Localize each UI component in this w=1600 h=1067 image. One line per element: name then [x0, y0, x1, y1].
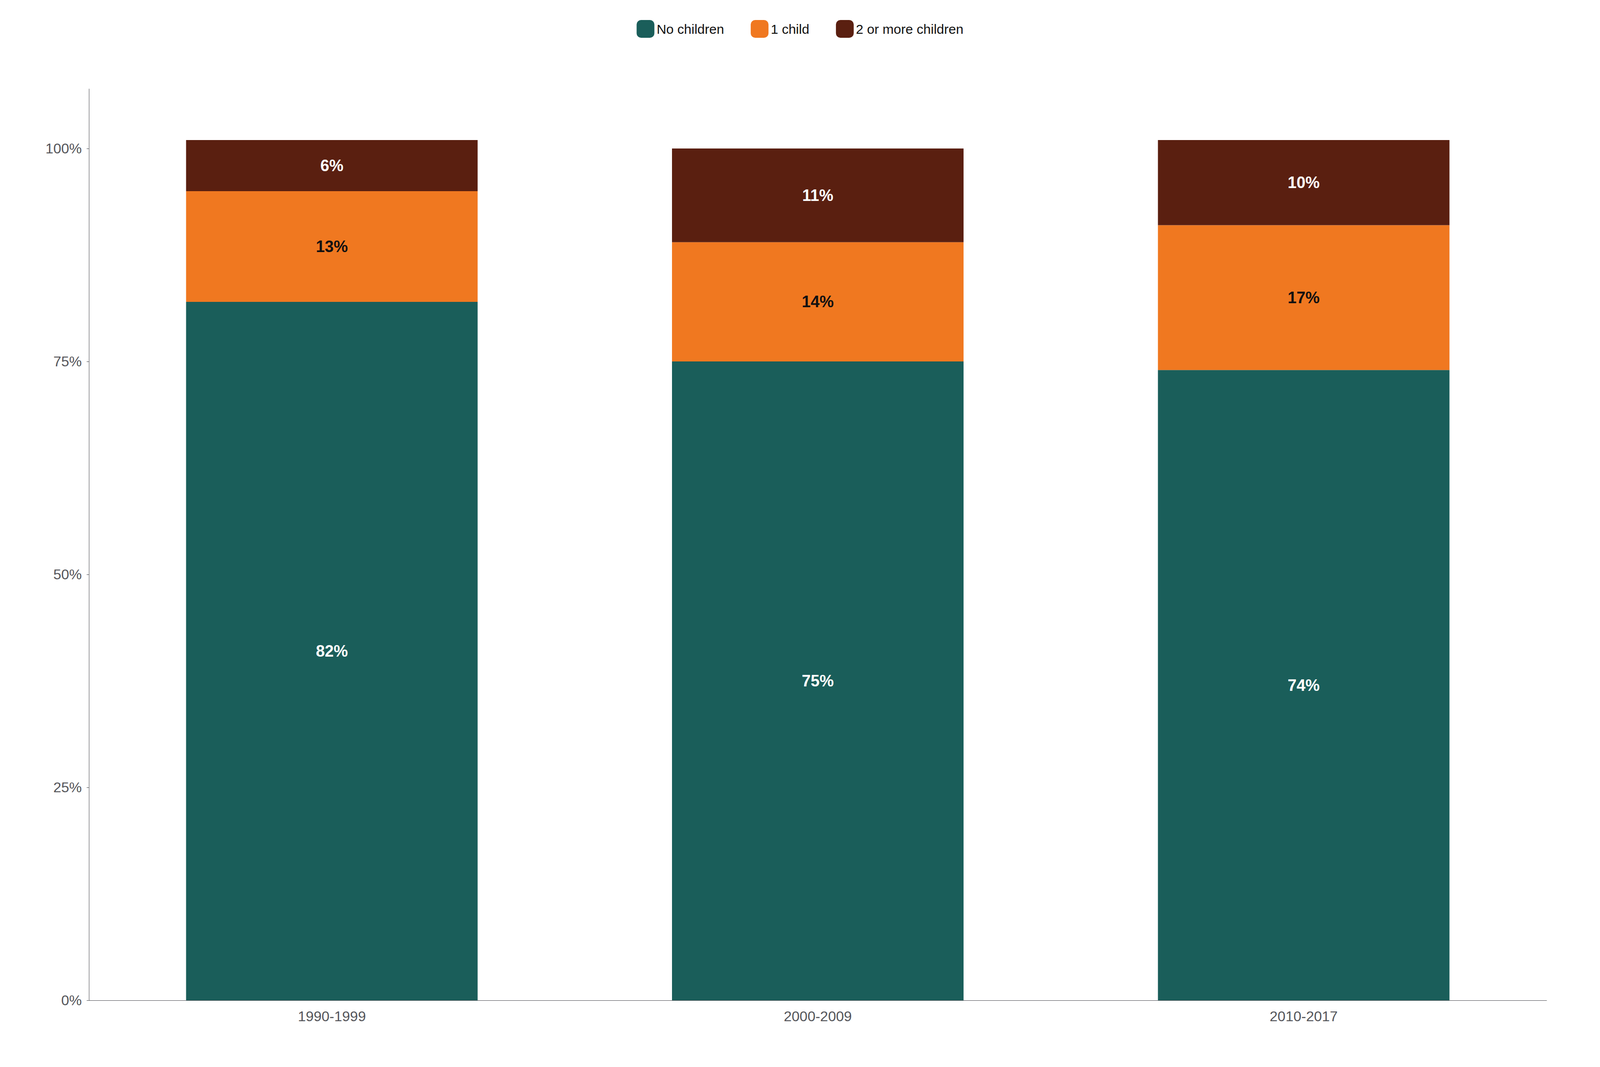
svg-text:6%: 6% — [320, 156, 344, 175]
svg-text:82%: 82% — [316, 641, 348, 660]
svg-text:74%: 74% — [1287, 676, 1320, 695]
svg-text:10%: 10% — [1287, 173, 1320, 192]
svg-text:75%: 75% — [801, 671, 834, 690]
svg-text:14%: 14% — [801, 292, 834, 311]
svg-text:2000-2009: 2000-2009 — [783, 1008, 852, 1024]
svg-text:25%: 25% — [53, 779, 82, 796]
svg-text:17%: 17% — [1287, 288, 1320, 307]
svg-text:75%: 75% — [53, 353, 82, 370]
svg-text:50%: 50% — [53, 566, 82, 583]
svg-text:11%: 11% — [802, 186, 834, 205]
svg-text:2010-2017: 2010-2017 — [1269, 1008, 1338, 1024]
svg-text:100%: 100% — [45, 140, 82, 157]
svg-text:13%: 13% — [316, 237, 348, 256]
svg-text:2 or more children: 2 or more children — [856, 21, 964, 37]
svg-text:1990-1999: 1990-1999 — [297, 1008, 366, 1024]
svg-text:1 child: 1 child — [770, 21, 810, 37]
svg-text:No children: No children — [656, 21, 724, 37]
svg-text:0%: 0% — [61, 992, 82, 1008]
